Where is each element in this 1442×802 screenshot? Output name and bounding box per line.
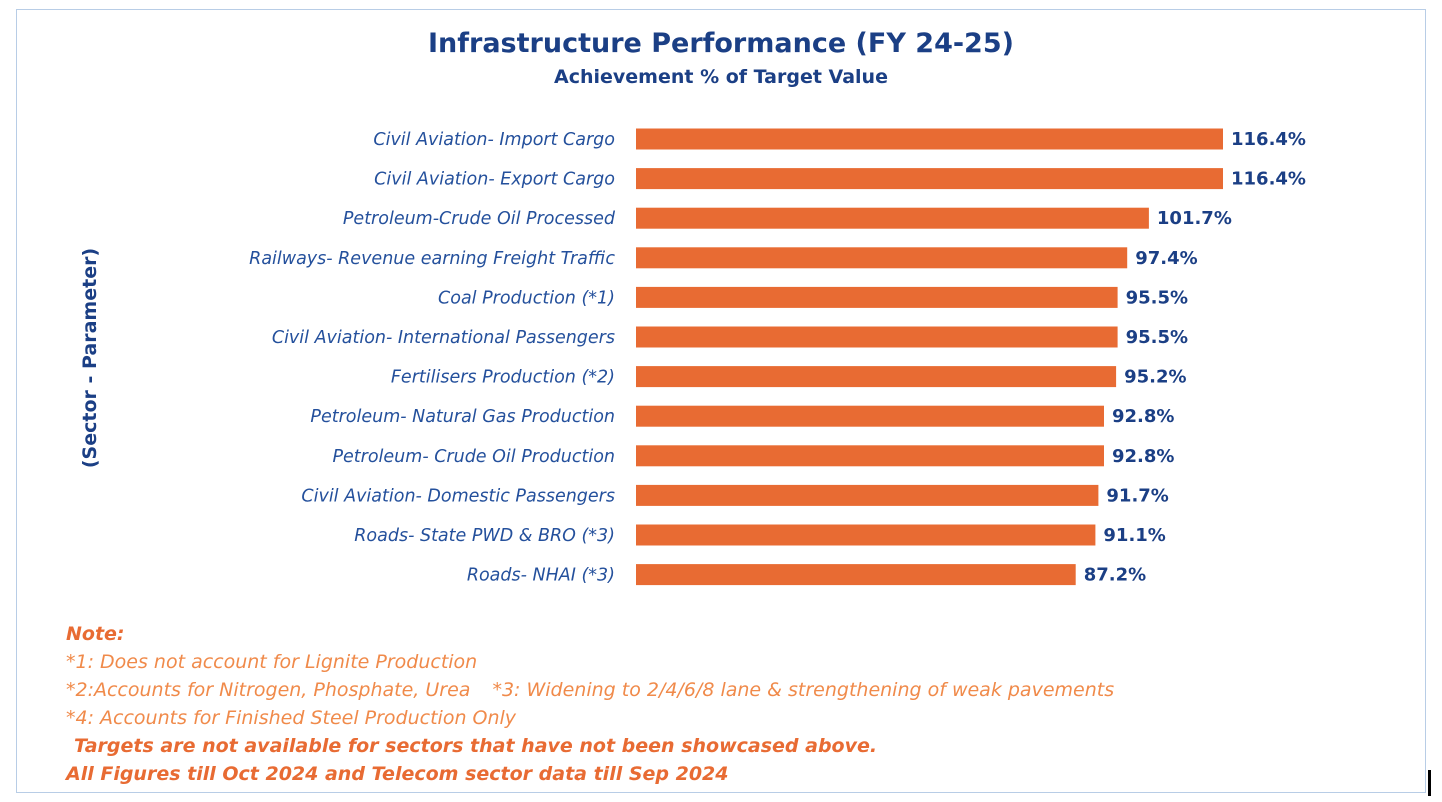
chart-title: Infrastructure Performance (FY 24-25) <box>428 28 1014 59</box>
value-label: 95.5% <box>1126 287 1188 308</box>
bar <box>636 247 1128 269</box>
category-label: Civil Aviation- Import Cargo <box>373 130 615 150</box>
bar <box>636 326 1118 348</box>
bar <box>636 445 1104 467</box>
bar <box>636 405 1104 427</box>
bar-chart: Civil Aviation- Import Cargo 116.4% Civil … <box>249 128 1306 586</box>
corner-mark <box>1428 770 1431 796</box>
bar <box>636 564 1076 586</box>
disclaimer-targets: Targets are not available for sectors th… <box>74 735 878 757</box>
value-label: 87.2% <box>1084 565 1146 586</box>
value-label: 116.4% <box>1231 169 1306 190</box>
note-2-3-row: *2:Accounts for Nitrogen, Phosphate, Ure… <box>66 676 1114 704</box>
category-label: Petroleum-Crude Oil Processed <box>343 209 616 229</box>
bar <box>636 366 1117 388</box>
note-3: *3: Widening to 2/4/6/8 lane & strengthe… <box>492 679 1115 701</box>
category-label: Roads- State PWD & BRO (*3) <box>354 526 615 546</box>
category-label: Civil Aviation- Domestic Passengers <box>301 486 615 506</box>
category-label: Roads- NHAI (*3) <box>467 566 615 586</box>
bar <box>636 207 1149 229</box>
note-1: *1: Does not account for Lignite Product… <box>66 651 478 673</box>
chart-subtitle: Achievement % of Target Value <box>554 66 888 88</box>
value-label: 95.2% <box>1124 367 1186 388</box>
bar <box>636 524 1096 546</box>
category-label: Civil Aviation- International Passengers <box>272 328 615 348</box>
category-label: Coal Production (*1) <box>438 288 615 308</box>
value-label: 101.7% <box>1157 208 1232 229</box>
notes-heading: Note: <box>66 623 125 645</box>
category-label: Railways- Revenue earning Freight Traffi… <box>249 249 615 269</box>
category-label: Petroleum- Natural Gas Production <box>310 407 615 427</box>
value-label: 92.8% <box>1112 406 1174 427</box>
category-label: Fertilisers Production (*2) <box>391 368 615 388</box>
value-label: 92.8% <box>1112 446 1174 467</box>
disclaimer-dates: All Figures till Oct 2024 and Telecom se… <box>66 763 729 785</box>
category-label: Civil Aviation- Export Cargo <box>374 170 615 190</box>
note-2: *2:Accounts for Nitrogen, Phosphate, Ure… <box>66 679 471 701</box>
bar <box>636 484 1099 506</box>
value-label: 95.5% <box>1126 327 1188 348</box>
bar <box>636 168 1223 190</box>
note-4: *4: Accounts for Finished Steel Producti… <box>66 707 517 729</box>
category-label: Petroleum- Crude Oil Production <box>332 447 615 467</box>
value-label: 97.4% <box>1135 248 1197 269</box>
bar <box>636 128 1223 150</box>
bar <box>636 286 1118 308</box>
value-label: 91.7% <box>1106 485 1168 506</box>
notes-block: Note: *1: Does not account for Lignite P… <box>66 620 1114 788</box>
value-label: 91.1% <box>1103 525 1165 546</box>
value-label: 116.4% <box>1231 129 1306 150</box>
